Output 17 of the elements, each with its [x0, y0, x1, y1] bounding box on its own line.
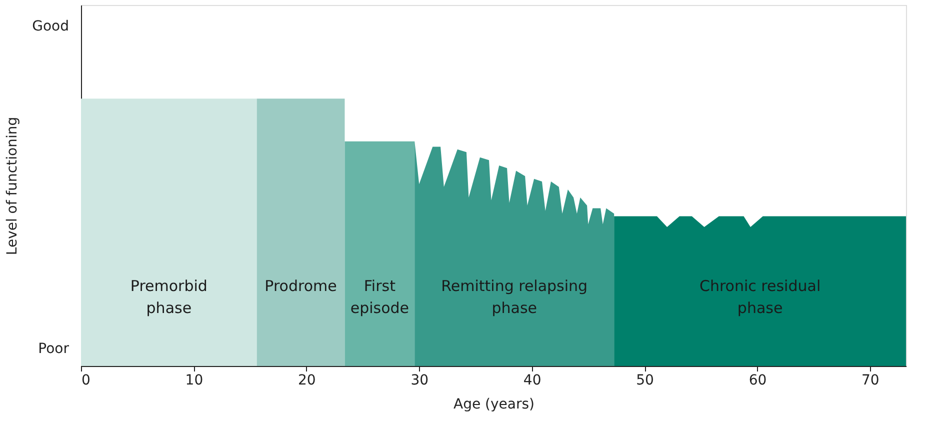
x-tick-label: 10 [185, 372, 204, 388]
series-label: Chronic residual phase [699, 276, 821, 317]
x-tick-label: 20 [298, 372, 316, 388]
text: Good [32, 18, 69, 34]
series-label: First episode [350, 276, 410, 317]
x-tick-label: 60 [748, 372, 767, 388]
y-axis-title: Level of functioning [4, 116, 20, 256]
text: Poor [38, 341, 70, 358]
x-tick-label: 30 [410, 372, 429, 388]
series-label: Premorbid phase [130, 276, 208, 317]
x-tick-label: 70 [862, 372, 880, 388]
x-tick-label: 40 [523, 372, 542, 388]
x-tick-label: 50 [636, 372, 654, 388]
x-axis-title: Age (years) [454, 396, 534, 412]
series-label: Prodrome [264, 276, 337, 295]
x-tick-label: 0 [82, 372, 90, 388]
series-label: Remitting relapsing phase [441, 276, 588, 317]
